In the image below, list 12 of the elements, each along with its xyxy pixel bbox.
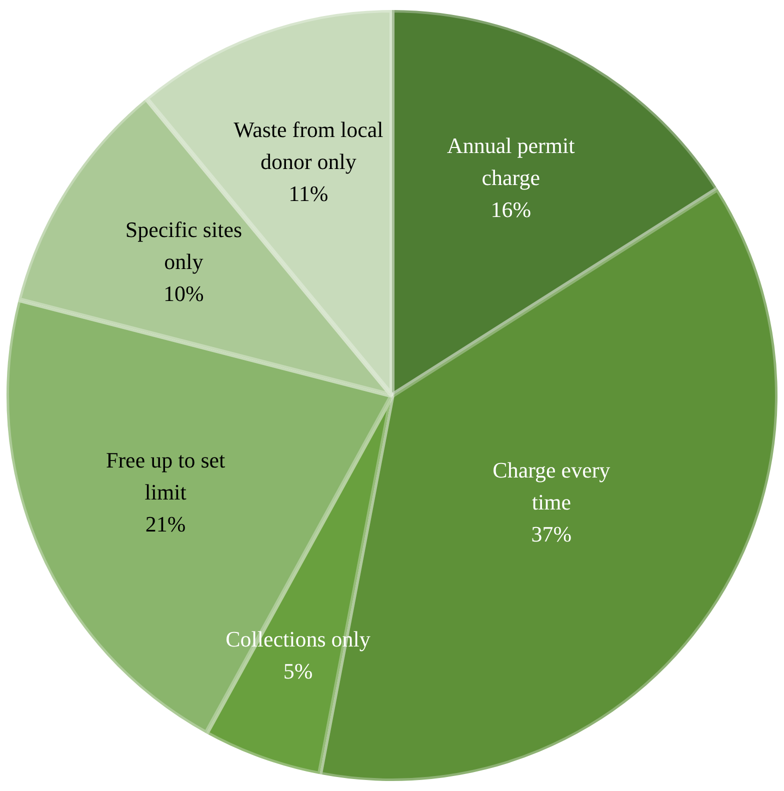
slice-label: Collections only (226, 626, 370, 652)
data-label: 16% (490, 197, 532, 222)
data-label: 10% (164, 281, 204, 306)
slice-label: Annual permit charge (447, 133, 575, 190)
slice-label: Specific sites only (125, 217, 242, 274)
slice-label: Waste from local donor only (234, 117, 384, 174)
slice-label: Charge every time (492, 458, 610, 515)
data-label: 37% (531, 522, 572, 547)
slice-label: Free up to set limit (106, 447, 226, 504)
data-label: 11% (288, 181, 328, 206)
data-label: 5% (283, 658, 313, 684)
data-label: 21% (145, 511, 186, 536)
